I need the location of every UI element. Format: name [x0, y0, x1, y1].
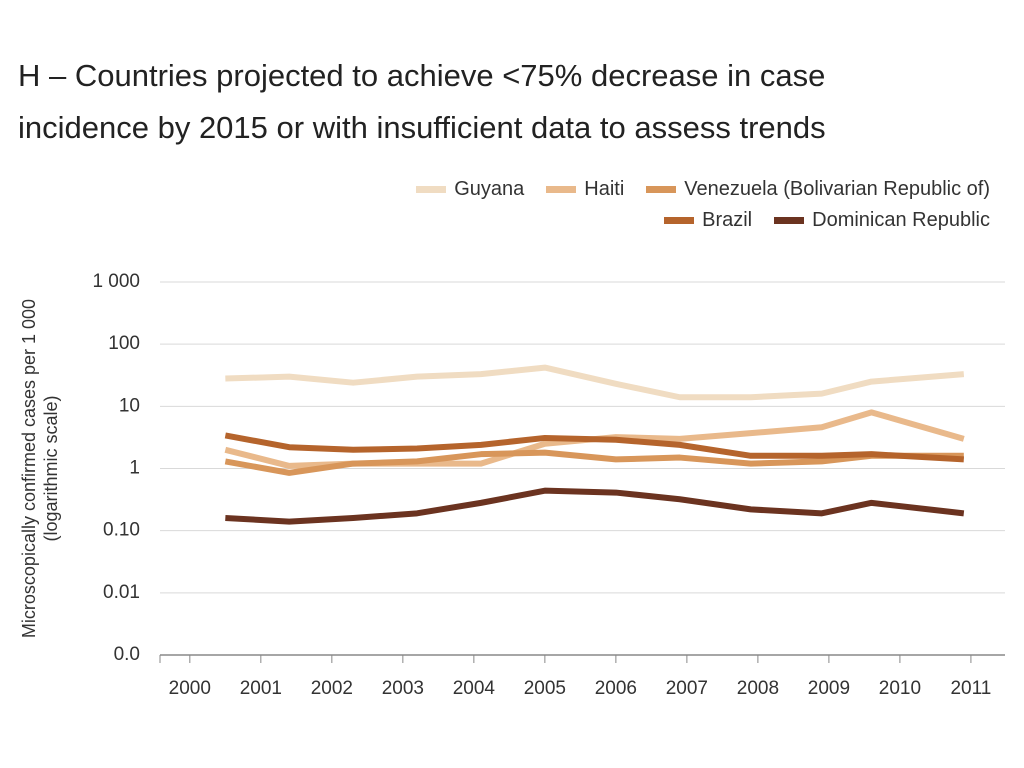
y-tick-label: 100 — [108, 333, 140, 354]
line — [225, 364, 965, 401]
x-tick-label: 2002 — [311, 678, 353, 699]
y-tick-label: 0.0 — [114, 644, 140, 665]
x-tick-label: 2000 — [169, 678, 211, 699]
y-axis-label: Microscopically confirmed cases per 1 00… — [19, 299, 61, 638]
legend-swatch — [416, 186, 447, 193]
y-axis-label-line: Microscopically confirmed cases per 1 00… — [19, 299, 39, 638]
x-tick-label: 2008 — [737, 678, 779, 699]
legend-swatch — [664, 217, 695, 224]
line — [225, 487, 965, 525]
legend-label: Dominican Republic — [812, 209, 990, 231]
legend-swatch — [646, 186, 677, 193]
line — [224, 449, 964, 476]
y-tick-label: 0.10 — [103, 520, 140, 541]
legend-label: Haiti — [584, 178, 625, 200]
x-tick-label: 2004 — [453, 678, 496, 699]
legend-swatch — [546, 186, 577, 193]
x-tick-label: 2006 — [595, 678, 637, 699]
legend: Guyana Haiti Venezuela (Bolivarian Republi… — [350, 178, 990, 232]
y-axis-label-line: (logarithmic scale) — [41, 395, 61, 541]
x-tick-label: 2001 — [240, 678, 282, 699]
line — [224, 432, 964, 463]
x-tick-label: 2005 — [524, 678, 566, 699]
y-tick-label: 0.01 — [103, 582, 140, 603]
y-tick-label: 1 000 — [92, 271, 140, 292]
x-tick-label: 2007 — [666, 678, 708, 699]
x-tick-label: 2011 — [950, 678, 991, 699]
legend-swatch — [774, 217, 805, 224]
legend-label: Guyana — [454, 178, 525, 200]
x-tick-label: 2003 — [382, 678, 424, 699]
legend-label: Brazil — [702, 209, 753, 231]
legend-item: Guyana — [416, 178, 524, 201]
x-tick-label: 2010 — [879, 678, 921, 699]
x-tick-label: 2009 — [808, 678, 850, 699]
legend-item: Venezuela (Bolivarian Republic of) — [646, 178, 990, 201]
chart-title: H – Countries projected to achieve <75% … — [18, 58, 826, 145]
legend-item: Brazil — [664, 209, 752, 232]
y-tick-label: 10 — [119, 395, 140, 416]
y-tick-label: 1 — [129, 458, 140, 479]
legend-item: Dominican Republic — [774, 209, 990, 232]
legend-label: Venezuela (Bolivarian Republic of) — [684, 178, 990, 200]
legend-item: Haiti — [546, 178, 624, 201]
